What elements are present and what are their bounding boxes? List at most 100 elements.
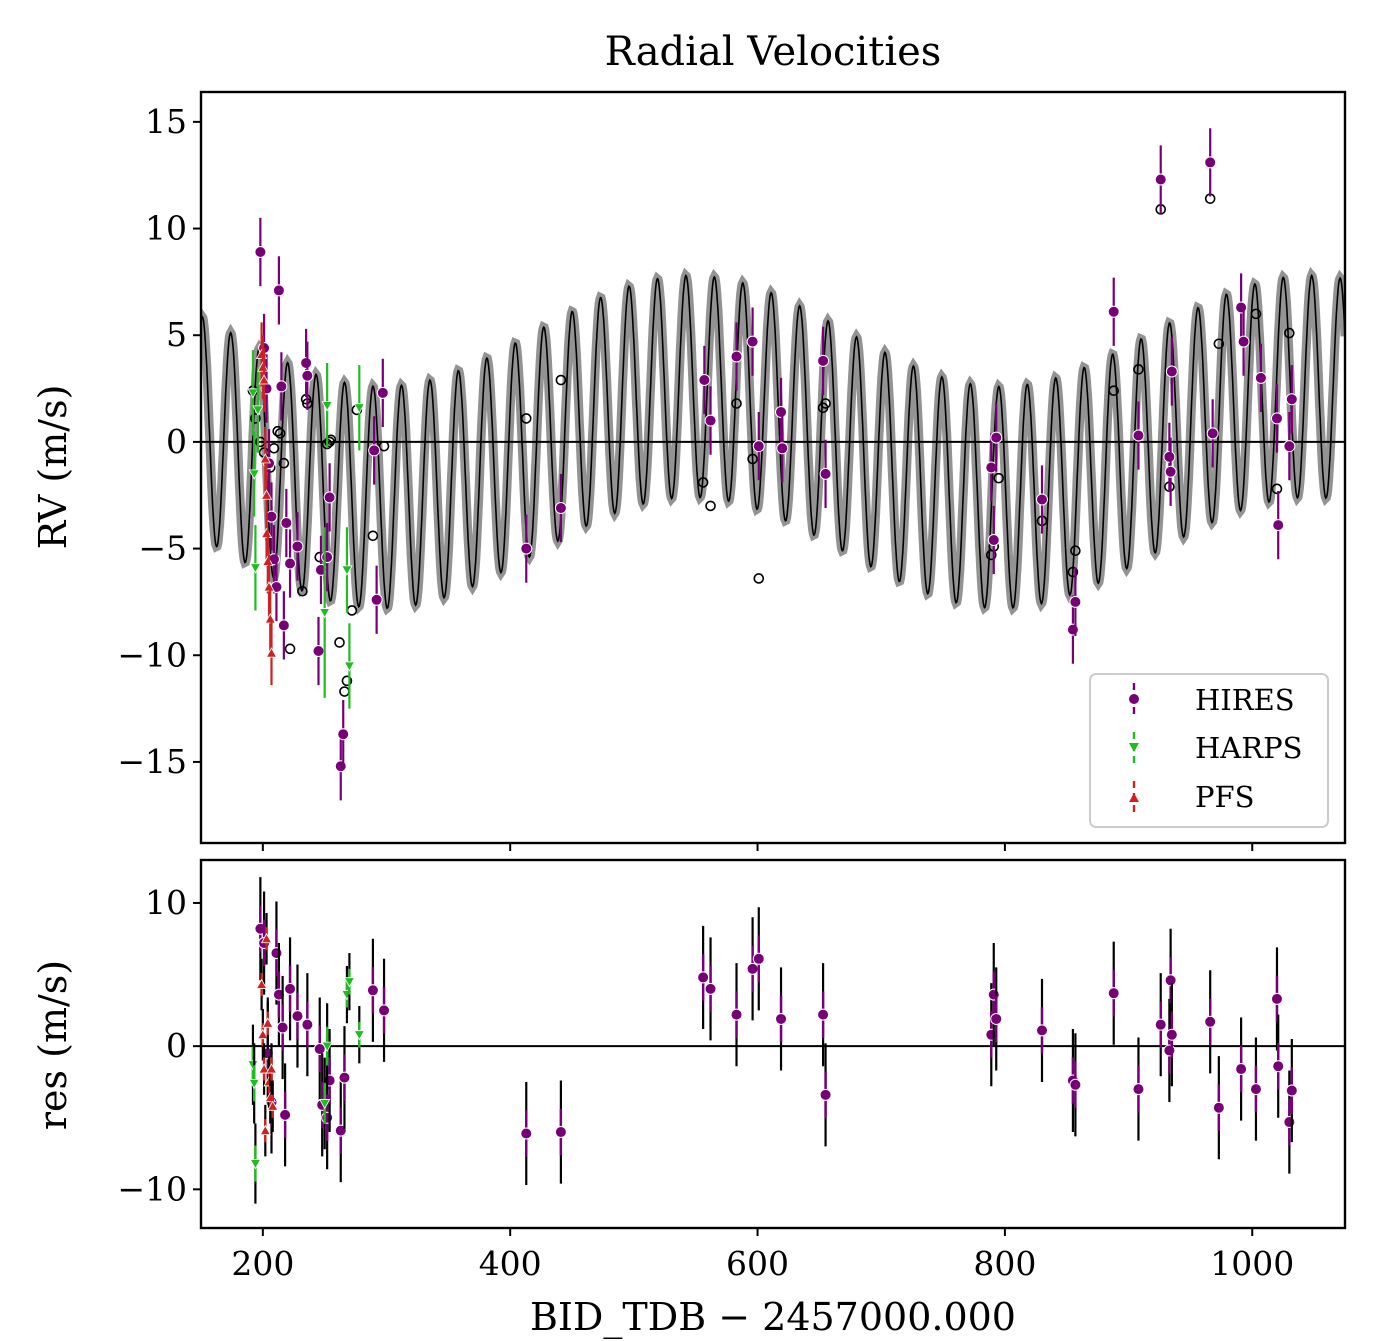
pfs-residual-point [267, 1100, 279, 1111]
x-tick-label: 1000 [1210, 1244, 1294, 1283]
pfs-residual-point [262, 1017, 274, 1028]
legend-label-harps: HARPS [1195, 731, 1302, 765]
rv-x-ticks [261, 843, 1254, 851]
x-tick-label: 400 [479, 1244, 542, 1283]
hires-point [730, 350, 743, 363]
legend: HIRES HARPS PFS [1089, 673, 1329, 828]
pfs-point [262, 555, 274, 566]
y-tick-label: 10 [145, 883, 187, 922]
model-point [1213, 338, 1225, 350]
hires-point [300, 356, 313, 369]
hires-point [746, 335, 759, 348]
hires-point [1164, 465, 1177, 478]
hires-point [775, 406, 788, 419]
rv-model-curve [201, 266, 1345, 616]
harps-point [249, 563, 262, 574]
model-curve-line [201, 273, 1345, 610]
hires-residual-point [301, 1018, 314, 1031]
model-point [250, 413, 261, 424]
model-point [346, 605, 358, 616]
hires-residual-point [313, 1043, 326, 1056]
hires-residual-point [752, 952, 765, 965]
y-tick-label: −10 [117, 1169, 187, 1208]
model-point [705, 500, 716, 512]
hires-residual-point [338, 1071, 351, 1084]
hires-point [284, 557, 297, 570]
harps-point [343, 661, 356, 672]
hires-residual-point [520, 1127, 533, 1140]
y-tick-label: 5 [166, 315, 187, 354]
hires-point [272, 284, 285, 297]
hires-residual-point [276, 1021, 289, 1034]
hires-point [321, 551, 334, 564]
residual-data-points [247, 877, 1298, 1204]
hires-point [1035, 493, 1048, 506]
rv-panel: 15 10 5 0 −5 −10 −15 RV (m/s) HIRES HARPS PFS [31, 90, 1347, 851]
residual-y-axis-label: res (m/s) [31, 960, 75, 1130]
residual-y-ticks: 10 0 −10 [117, 883, 201, 1208]
harps-point [318, 608, 331, 619]
hires-residual-point [270, 947, 283, 960]
harps-residual-point [321, 1041, 333, 1052]
pfs-residual-point [258, 1063, 270, 1074]
hires-residual-point [1204, 1015, 1217, 1028]
y-tick-label: −10 [117, 635, 187, 674]
hires-point [1237, 335, 1250, 348]
hires-point [280, 516, 293, 529]
model-point [820, 398, 831, 409]
pfs-point [264, 613, 276, 624]
harps-residual-point [248, 1078, 260, 1090]
rv-y-axis-label: RV (m/s) [31, 385, 75, 550]
hires-point [1285, 393, 1298, 406]
hires-residual-point [1165, 1028, 1178, 1041]
model-point [1271, 483, 1283, 495]
hires-point [990, 431, 1003, 444]
model-point [520, 413, 532, 424]
hires-point [1163, 450, 1176, 463]
hires-residual-point [366, 984, 379, 997]
hires-residual-point [1107, 987, 1120, 1000]
residual-x-ticks: 200 400 600 800 1000 [231, 1228, 1294, 1283]
hires-residual-point [279, 1108, 292, 1121]
x-axis-label: BID_TDB − 2457000.000 [530, 1295, 1016, 1340]
hires-point [301, 369, 314, 382]
y-tick-label: 15 [145, 102, 187, 141]
legend-label-pfs: PFS [1195, 780, 1255, 814]
model-point [274, 428, 286, 439]
pfs-point [257, 361, 269, 372]
harps-residual-point [353, 1030, 365, 1041]
hires-residual-point [1132, 1083, 1145, 1096]
rv-plot-frame [199, 90, 1347, 845]
hires-residual-point [775, 1012, 788, 1025]
model-point [334, 637, 345, 648]
model-point [341, 675, 353, 687]
hires-point [554, 502, 567, 515]
y-tick-label: −5 [138, 529, 187, 568]
hires-point [1254, 371, 1267, 384]
pfs-residual-point [255, 978, 268, 989]
hires-point [275, 380, 288, 393]
hires-residual-point [1249, 1083, 1262, 1096]
legend-label-hires: HIRES [1195, 683, 1295, 717]
rv-data-points [247, 128, 1298, 801]
harps-point [353, 403, 365, 414]
hires-point [368, 444, 381, 457]
hires-point [376, 386, 389, 399]
harps-residual-point [249, 1159, 262, 1170]
harps-point [321, 401, 333, 412]
hires-residual-point [1163, 1044, 1176, 1057]
hires-residual-point [730, 1008, 743, 1021]
hires-point [987, 534, 1000, 547]
legend-entry-harps: HARPS [1129, 731, 1302, 765]
hires-point [334, 760, 347, 773]
hires-point [1283, 440, 1296, 453]
hires-point [704, 414, 717, 427]
hires-residual-point [1035, 1024, 1048, 1037]
hires-residual-point [284, 982, 297, 995]
model-point [367, 530, 379, 542]
pfs-residual-point [265, 1063, 278, 1074]
model-point [1250, 308, 1262, 320]
hires-point [1154, 173, 1167, 186]
hires-point [254, 246, 267, 259]
